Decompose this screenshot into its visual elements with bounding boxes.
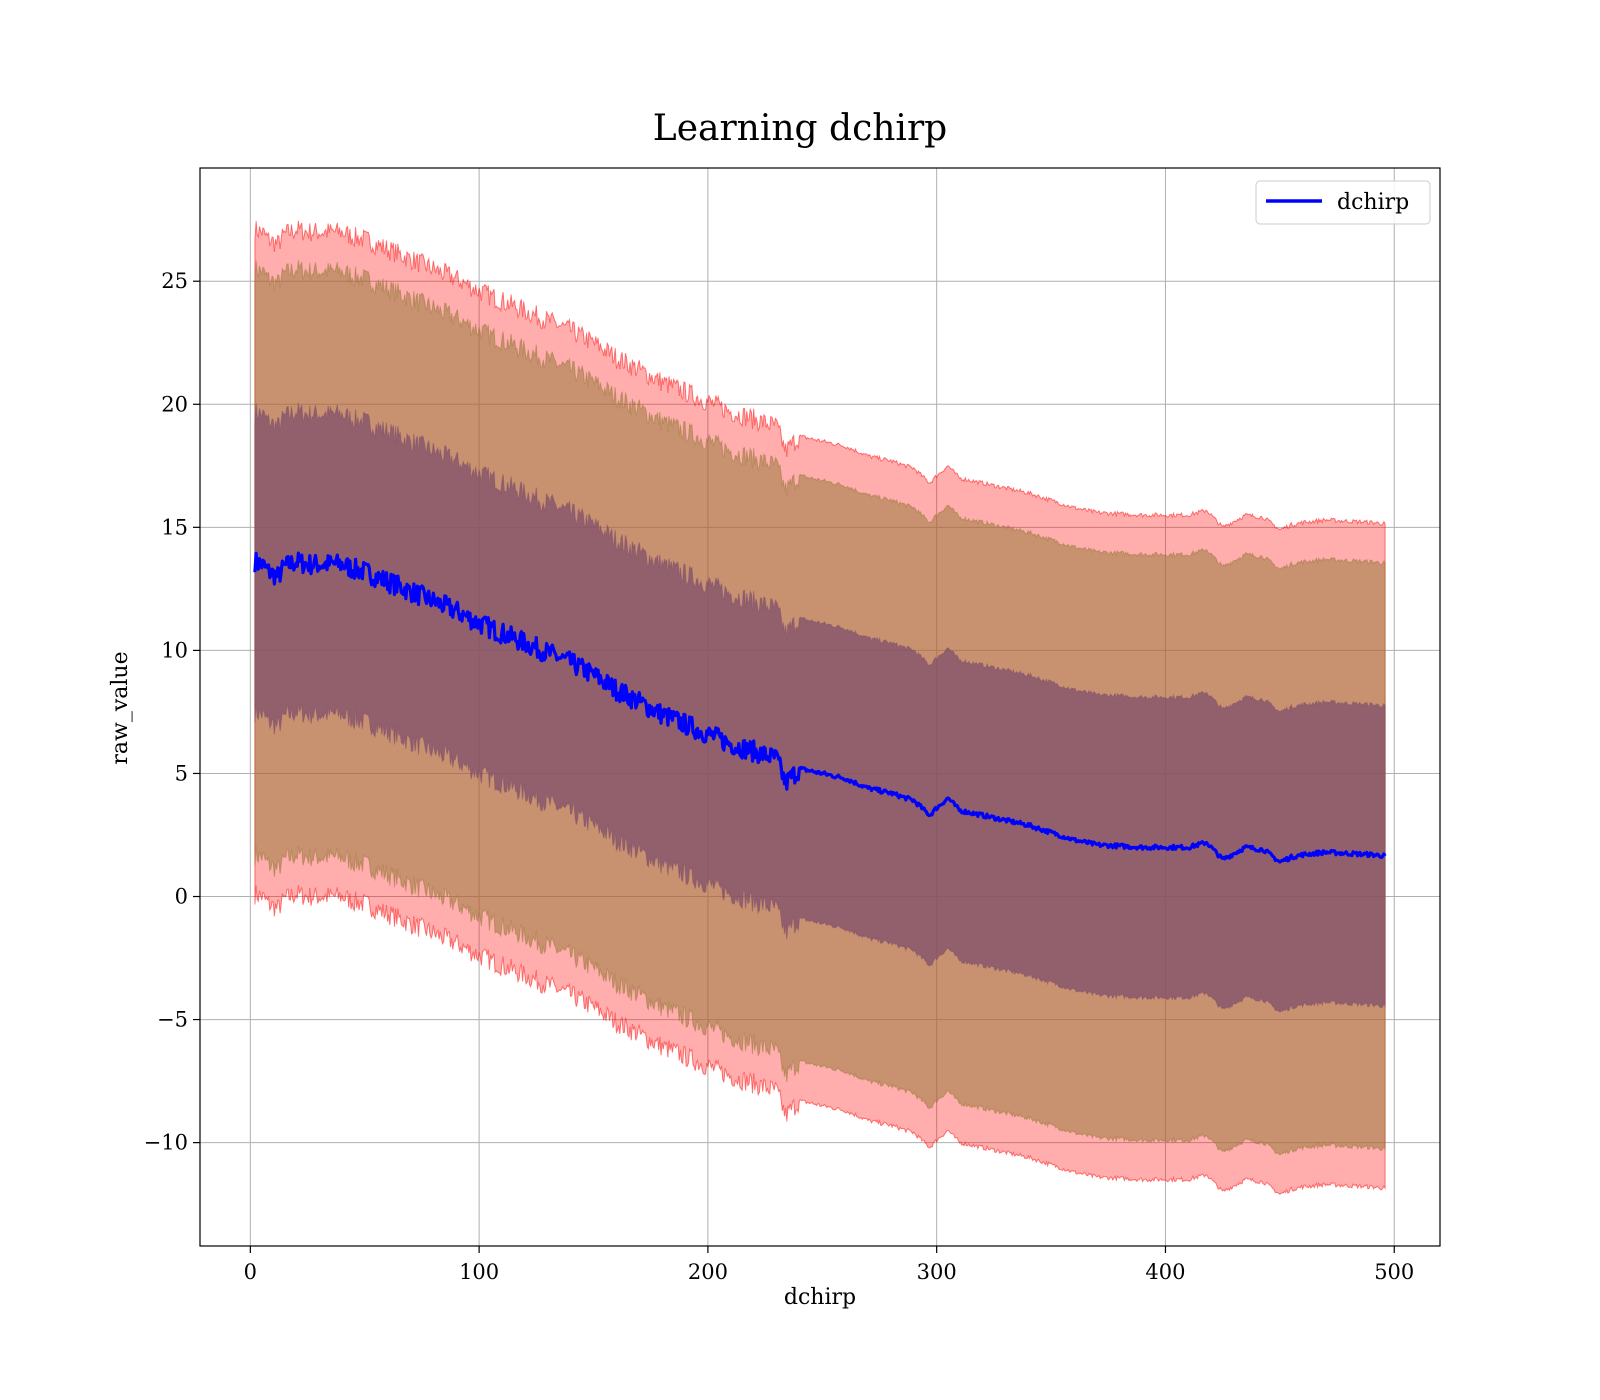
x-tick-label: 500 xyxy=(1374,1260,1414,1284)
y-tick-label: −5 xyxy=(157,1008,188,1032)
y-axis-label: raw_value xyxy=(108,651,133,764)
y-tick-label: 5 xyxy=(175,761,188,785)
x-tick-label: 400 xyxy=(1145,1260,1185,1284)
uncertainty-bands xyxy=(255,221,1385,1194)
y-tick-label: −10 xyxy=(144,1131,188,1155)
legend-label-dchirp: dchirp xyxy=(1337,190,1409,215)
y-tick-label: 0 xyxy=(175,885,188,909)
x-tick-label: 100 xyxy=(459,1260,499,1284)
y-tick-label: 25 xyxy=(161,269,188,293)
x-tick-label: 200 xyxy=(688,1260,728,1284)
x-tick-label: 0 xyxy=(244,1260,257,1284)
chart-title: Learning dchirp xyxy=(653,108,947,149)
x-axis-label: dchirp xyxy=(784,1285,856,1310)
x-tick-label: 300 xyxy=(917,1260,957,1284)
legend: dchirp xyxy=(1256,181,1430,224)
y-tick-label: 20 xyxy=(161,392,188,416)
y-tick-label: 10 xyxy=(161,638,188,662)
y-tick-label: 15 xyxy=(161,515,188,539)
